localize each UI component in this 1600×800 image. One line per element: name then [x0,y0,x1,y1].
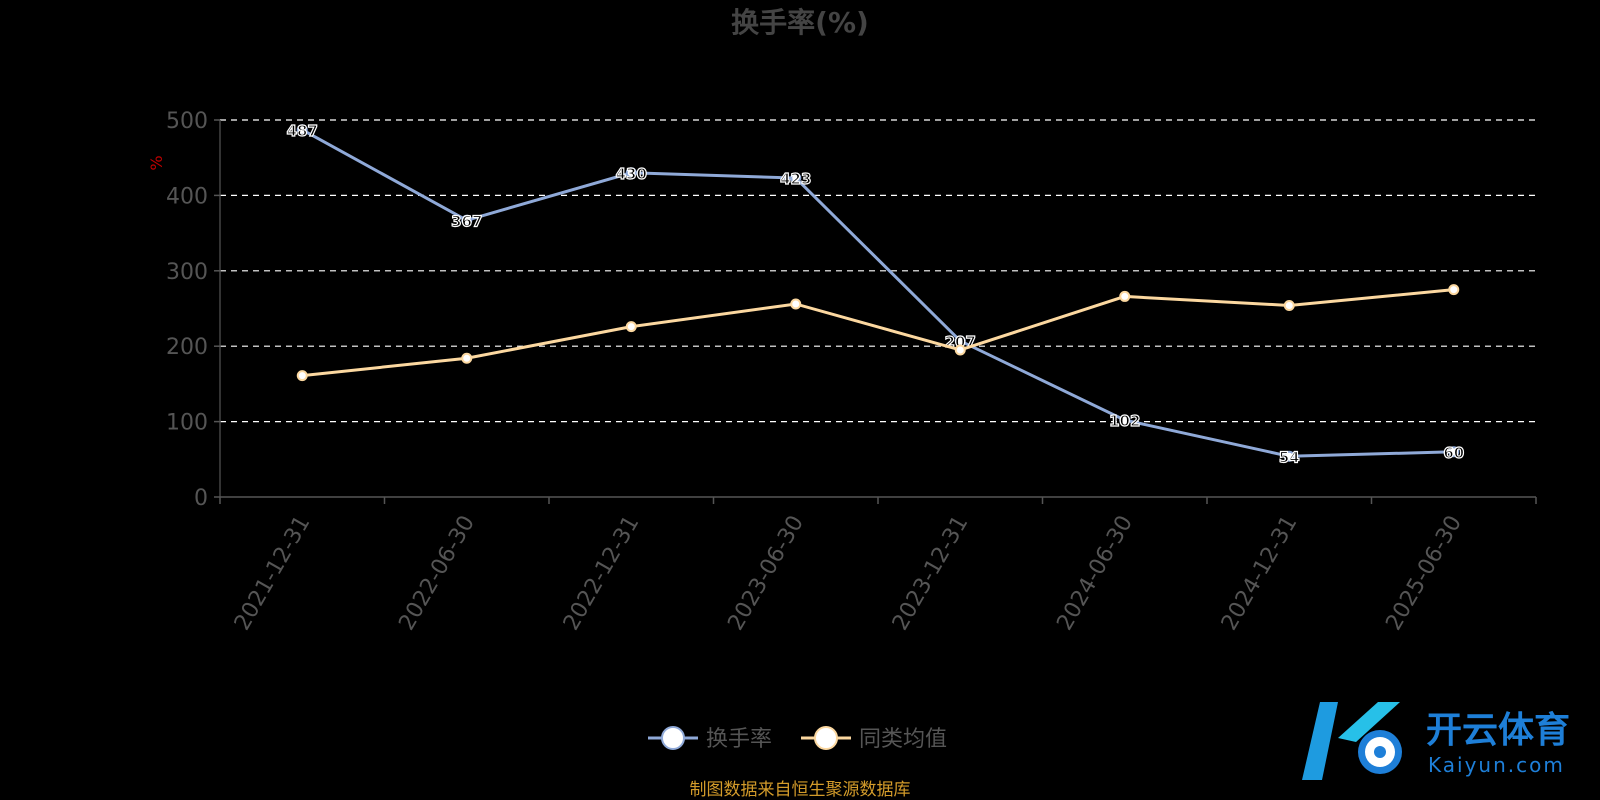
y-tick-label: 0 [194,486,208,511]
data-source-note: 制图数据来自恒生聚源数据库 [690,780,911,800]
data-point[interactable] [296,370,308,382]
x-tick-label: 2024-12-31 [1217,512,1303,635]
data-label: 423 [780,170,811,188]
grid-lines [220,119,1536,423]
data-point[interactable] [1448,284,1460,296]
data-point[interactable] [625,167,637,179]
legend-item-1[interactable]: 同类均值 [801,726,947,752]
data-label: 54 [1279,448,1300,466]
data-label: 430 [616,165,647,183]
data-point[interactable] [954,344,966,356]
data-point[interactable] [1283,450,1295,462]
y-tick-label: 300 [166,260,208,285]
x-tick-label: 2021-12-31 [230,512,316,635]
y-tick-label: 100 [166,411,208,436]
legend-label: 换手率 [706,727,772,752]
x-axis-ticks: 2021-12-31 2022-06-30 2022-12-31 2023-06-30… [219,497,1537,635]
data-label: 60 [1443,444,1464,462]
data-point[interactable] [790,298,802,310]
chart-title: 换手率(%) [731,6,869,39]
x-tick-label: 2023-06-30 [723,512,809,635]
legend-label: 同类均值 [859,727,947,752]
legend-item-0[interactable]: 换手率 [648,726,772,752]
x-tick-label: 2022-06-30 [394,512,480,635]
data-point[interactable] [461,352,473,364]
x-tick-label: 2023-12-31 [888,512,974,635]
axes [219,120,1536,498]
legend-marker [661,726,685,750]
data-point[interactable] [790,172,802,184]
data-label: 102 [1109,412,1140,430]
x-tick-label: 2024-06-30 [1052,512,1138,635]
logo-brand-text: 开云体育 [1426,710,1570,751]
data-label: 487 [287,122,318,140]
data-point[interactable] [1283,299,1295,311]
legend[interactable]: 换手率 同类均值 [648,726,947,752]
logo-domain-text: Kaiyun.com [1428,753,1565,777]
brand-logo: 开云体育 Kaiyun.com [1302,702,1570,780]
y-axis-unit: % [147,155,166,170]
data-point[interactable] [1119,290,1131,302]
data-point[interactable] [1448,446,1460,458]
data-point[interactable] [625,321,637,333]
y-tick-label: 400 [166,184,208,209]
series-line [301,128,1454,458]
x-tick-label: 2025-06-30 [1381,512,1467,635]
data-label: 367 [451,212,482,230]
y-axis-ticks: 0 100 200 300 400 500 [166,109,220,511]
series-line [302,288,1454,378]
legend-marker [814,726,838,750]
y-tick-label: 500 [166,109,208,134]
data-point[interactable] [461,214,473,226]
x-tick-label: 2022-12-31 [559,512,645,635]
data-point[interactable] [296,124,308,136]
logo-mark [1302,702,1402,780]
y-tick-label: 200 [166,335,208,360]
series-1 [296,284,1460,382]
data-point[interactable] [1119,414,1131,426]
